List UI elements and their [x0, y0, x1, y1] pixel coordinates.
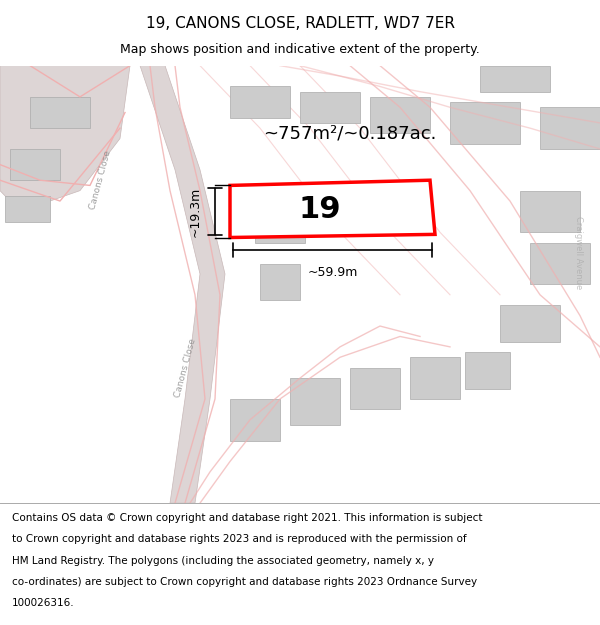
Text: ~757m²/~0.187ac.: ~757m²/~0.187ac.	[263, 124, 437, 142]
Polygon shape	[520, 191, 580, 232]
Text: 100026316.: 100026316.	[12, 598, 74, 608]
Polygon shape	[450, 102, 520, 144]
Polygon shape	[370, 97, 430, 133]
Polygon shape	[5, 196, 50, 222]
Polygon shape	[140, 66, 225, 503]
Text: ~59.9m: ~59.9m	[307, 266, 358, 279]
Polygon shape	[540, 107, 600, 149]
Polygon shape	[0, 66, 130, 211]
Text: to Crown copyright and database rights 2023 and is reproduced with the permissio: to Crown copyright and database rights 2…	[12, 534, 467, 544]
Polygon shape	[290, 378, 340, 425]
Polygon shape	[30, 97, 90, 128]
Text: Craigwell Avenue: Craigwell Avenue	[574, 216, 583, 290]
Polygon shape	[500, 305, 560, 342]
Polygon shape	[350, 368, 400, 409]
Polygon shape	[480, 66, 550, 92]
Polygon shape	[230, 86, 290, 118]
Text: Map shows position and indicative extent of the property.: Map shows position and indicative extent…	[120, 42, 480, 56]
Text: 19, CANONS CLOSE, RADLETT, WD7 7ER: 19, CANONS CLOSE, RADLETT, WD7 7ER	[146, 16, 455, 31]
Polygon shape	[10, 149, 60, 180]
Text: Canons Close: Canons Close	[173, 337, 197, 398]
Polygon shape	[255, 201, 305, 242]
Polygon shape	[465, 352, 510, 389]
Text: Contains OS data © Crown copyright and database right 2021. This information is : Contains OS data © Crown copyright and d…	[12, 513, 482, 523]
Polygon shape	[530, 242, 590, 284]
Polygon shape	[410, 357, 460, 399]
Text: co-ordinates) are subject to Crown copyright and database rights 2023 Ordnance S: co-ordinates) are subject to Crown copyr…	[12, 577, 477, 587]
Polygon shape	[260, 264, 300, 300]
Polygon shape	[230, 180, 435, 238]
Text: HM Land Registry. The polygons (including the associated geometry, namely x, y: HM Land Registry. The polygons (includin…	[12, 556, 434, 566]
Polygon shape	[230, 399, 280, 441]
Text: 19: 19	[299, 195, 341, 224]
Text: ~19.3m: ~19.3m	[189, 186, 202, 237]
Polygon shape	[300, 92, 360, 123]
Text: Canons Close: Canons Close	[88, 149, 112, 211]
